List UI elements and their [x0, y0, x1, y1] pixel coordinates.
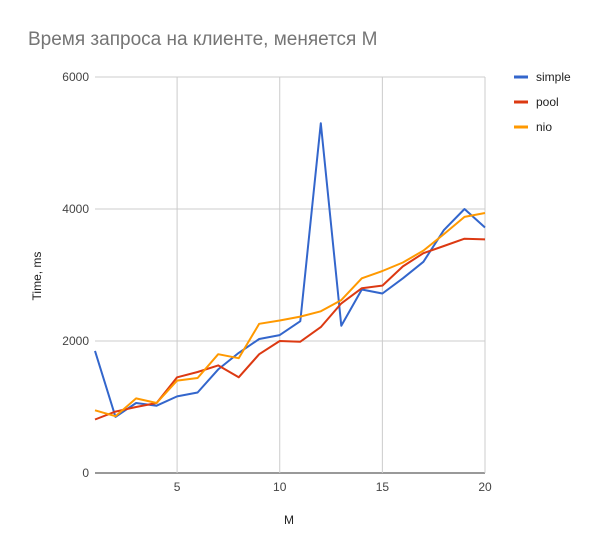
- legend-label-nio: nio: [536, 120, 552, 134]
- y-tick-label: 6000: [62, 70, 89, 84]
- y-tick-label: 2000: [62, 334, 89, 348]
- grid: [95, 76, 486, 474]
- legend-label-simple: simple: [536, 70, 571, 84]
- x-axis-title: M: [284, 513, 294, 527]
- y-axis-title: Time, ms: [30, 252, 44, 301]
- y-tick-label: 4000: [62, 202, 89, 216]
- x-tick-label: 5: [174, 480, 181, 494]
- x-tick-label: 10: [273, 480, 287, 494]
- tick-labels: 0 2000 4000 6000 5 10 15 20: [62, 70, 492, 494]
- series-layer: [94, 122, 486, 421]
- series-line-nio: [94, 212, 486, 418]
- x-tick-label: 20: [478, 480, 492, 494]
- series-line-simple: [94, 122, 486, 418]
- legend-label-pool: pool: [536, 95, 559, 109]
- chart-title: Время запроса на клиенте, меняется M: [28, 29, 378, 50]
- legend: simple pool nio: [514, 70, 571, 134]
- y-tick-label: 0: [82, 466, 89, 480]
- x-tick-label: 15: [376, 480, 390, 494]
